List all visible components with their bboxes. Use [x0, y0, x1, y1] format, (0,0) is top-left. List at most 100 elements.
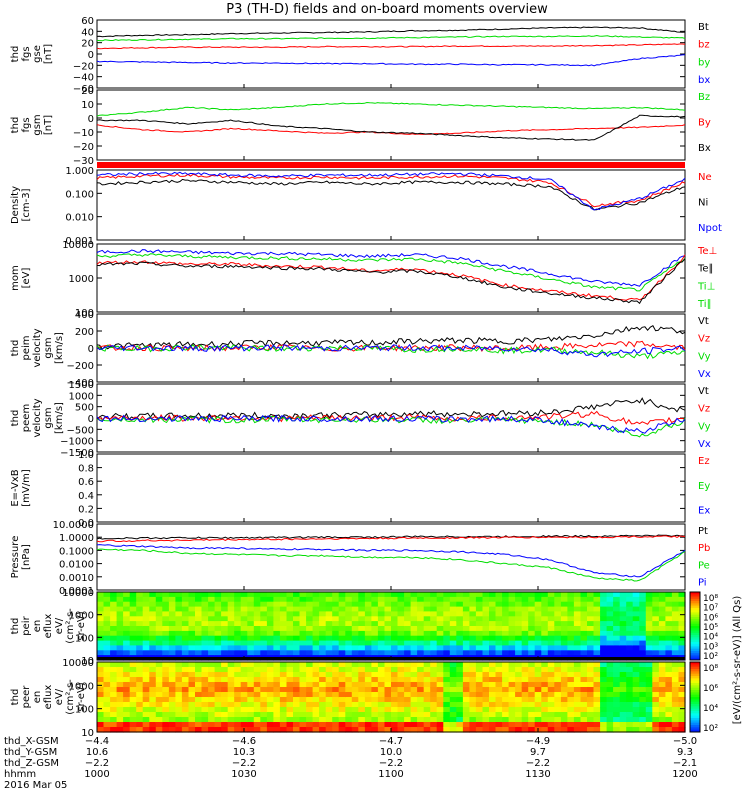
spectrogram-cell — [671, 682, 679, 688]
spectrogram-cell — [443, 672, 451, 678]
spectrogram-cell — [541, 667, 549, 673]
spectrogram-cell — [639, 630, 647, 637]
spectrogram-cell — [221, 682, 229, 688]
spectrogram-cell — [573, 596, 581, 603]
spectrogram-cell — [155, 592, 163, 598]
spectrogram-cell — [534, 667, 542, 673]
spectrogram-cell — [253, 707, 261, 713]
x-axis-value: −4.9 — [526, 736, 550, 747]
colorbar-cell — [690, 729, 700, 733]
spectrogram-cell — [201, 650, 209, 656]
spectrogram-cell — [136, 682, 144, 688]
spectrogram-cell — [678, 640, 686, 647]
spectrogram-cell — [626, 687, 634, 693]
spectrogram-cell — [129, 626, 137, 632]
spectrogram-cell — [175, 677, 183, 683]
spectrogram-cell — [345, 727, 353, 733]
spectrogram-cell — [123, 621, 131, 627]
y-tick-label: 1000 — [69, 681, 94, 692]
spectrogram-cell — [443, 606, 451, 613]
colorbar-cell — [690, 612, 700, 616]
spectrogram-cell — [371, 611, 379, 617]
spectrogram-cell — [475, 601, 483, 608]
spectrogram-cell — [580, 621, 588, 627]
spectrogram-cell — [273, 677, 281, 683]
spectrogram-cell — [266, 687, 274, 693]
spectrogram-cell — [168, 662, 176, 668]
spectrogram-cell — [116, 606, 124, 613]
spectrogram-cell — [619, 645, 627, 651]
spectrogram-cell — [397, 626, 405, 632]
spectrogram-cell — [345, 592, 353, 598]
spectrogram-cell — [391, 692, 399, 698]
spectrogram-cell — [645, 712, 653, 718]
spectrogram-cell — [266, 692, 274, 698]
spectrogram-cell — [449, 687, 457, 693]
y-tick-label: −40 — [73, 73, 94, 84]
spectrogram-cell — [299, 717, 307, 723]
spectrogram-cell — [600, 697, 608, 703]
spectrogram-cell — [201, 727, 209, 733]
spectrogram-cell — [613, 717, 621, 723]
spectrogram-cell — [534, 682, 542, 688]
spectrogram-cell — [541, 630, 549, 637]
spectrogram-cell — [554, 635, 562, 642]
spectrogram-cell — [175, 640, 183, 647]
spectrogram-cell — [678, 606, 686, 613]
spectrogram-cell — [123, 672, 131, 678]
spectrogram-cell — [600, 606, 608, 613]
spectrogram-cell — [136, 645, 144, 651]
spectrogram-cell — [547, 692, 555, 698]
spectrogram-cell — [580, 616, 588, 622]
spectrogram-cell — [136, 672, 144, 678]
spectrogram-cell — [129, 592, 137, 598]
spectrogram-cell — [665, 702, 673, 708]
spectrogram-cell — [560, 707, 568, 713]
spectrogram-cell — [404, 717, 412, 723]
spectrogram-cell — [325, 626, 333, 632]
spectrogram-cell — [417, 635, 425, 642]
spectrogram-cell — [97, 687, 105, 693]
spectrogram-cell — [371, 672, 379, 678]
spectrogram-cell — [208, 722, 216, 728]
spectrogram-cell — [358, 630, 366, 637]
x-axis-value: −2.2 — [526, 758, 550, 769]
spectrogram-cell — [103, 616, 111, 622]
spectrogram-cell — [162, 630, 170, 637]
spectrogram-cell — [567, 635, 575, 642]
spectrogram-cell — [162, 667, 170, 673]
spectrogram-cell — [306, 707, 314, 713]
spectrogram-cell — [319, 702, 327, 708]
spectrogram-cell — [645, 621, 653, 627]
spectrogram-cell — [547, 616, 555, 622]
spectrogram-cell — [449, 626, 457, 632]
spectrogram-cell — [600, 727, 608, 733]
y-axis-label: gsm — [43, 337, 54, 358]
spectrogram-cell — [671, 697, 679, 703]
series-bx — [96, 54, 686, 67]
spectrogram-cell — [521, 616, 529, 622]
spectrogram-cell — [652, 606, 660, 613]
spectrogram-cell — [613, 592, 621, 598]
spectrogram-cell — [665, 630, 673, 637]
spectrogram-cell — [110, 635, 118, 642]
spectrogram-cell — [639, 650, 647, 656]
spectrogram-cell — [489, 662, 497, 668]
spectrogram-cell — [502, 611, 510, 617]
spectrogram-cell — [299, 677, 307, 683]
spectrogram-cell — [515, 722, 523, 728]
spectrogram-cell — [469, 640, 477, 647]
spectrogram-cell — [384, 621, 392, 627]
series-Pe — [96, 548, 686, 582]
spectrogram-cell — [404, 621, 412, 627]
spectrogram-cell — [626, 640, 634, 647]
spectrogram-cell — [279, 712, 287, 718]
spectrogram-cell — [391, 672, 399, 678]
spectrogram-cell — [149, 616, 157, 622]
spectrogram-cell — [443, 611, 451, 617]
spectrogram-cell — [482, 662, 490, 668]
spectrogram-cell — [391, 697, 399, 703]
spectrogram-cell — [286, 677, 294, 683]
spectrogram-cell — [351, 592, 359, 598]
spectrogram-cell — [619, 727, 627, 733]
